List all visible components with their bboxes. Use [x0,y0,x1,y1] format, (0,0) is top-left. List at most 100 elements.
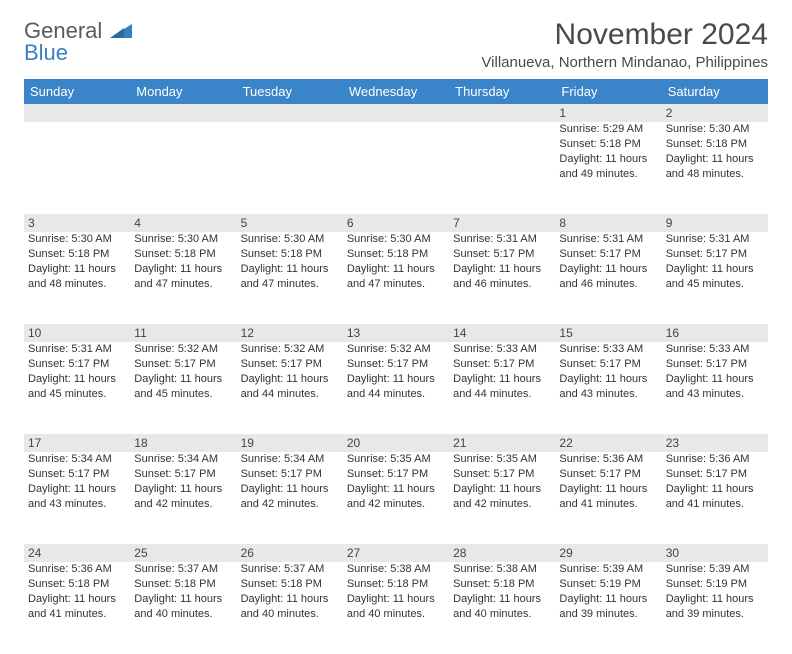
sunrise-line: Sunrise: 5:30 AM [241,232,339,247]
sunset-line: Sunset: 5:17 PM [28,467,126,482]
day-number-empty [24,104,130,122]
dow-thursday: Thursday [449,79,555,104]
sunrise-line: Sunrise: 5:34 AM [28,452,126,467]
sunrise-line: Sunrise: 5:36 AM [666,452,764,467]
day-number: 14 [449,324,555,342]
day-number: 7 [449,214,555,232]
sunset-line: Sunset: 5:17 PM [559,247,657,262]
day-info: Sunrise: 5:34 AMSunset: 5:17 PMDaylight:… [28,452,126,511]
sunrise-line: Sunrise: 5:31 AM [666,232,764,247]
sunrise-line: Sunrise: 5:31 AM [28,342,126,357]
sunrise-line: Sunrise: 5:32 AM [347,342,445,357]
day-cell: Sunrise: 5:32 AMSunset: 5:17 PMDaylight:… [237,342,343,434]
day-cell: Sunrise: 5:34 AMSunset: 5:17 PMDaylight:… [237,452,343,544]
day-number-row: 3456789 [24,214,768,232]
day-number-empty [449,104,555,122]
daylight-line: Daylight: 11 hours and 45 minutes. [134,372,232,402]
day-cell: Sunrise: 5:29 AMSunset: 5:18 PMDaylight:… [555,122,661,214]
day-number-empty [343,104,449,122]
title-block: November 2024 Villanueva, Northern Minda… [481,18,768,71]
day-info: Sunrise: 5:33 AMSunset: 5:17 PMDaylight:… [559,342,657,401]
daylight-line: Daylight: 11 hours and 47 minutes. [347,262,445,292]
day-number: 3 [24,214,130,232]
daylight-line: Daylight: 11 hours and 43 minutes. [559,372,657,402]
day-cell: Sunrise: 5:33 AMSunset: 5:17 PMDaylight:… [449,342,555,434]
day-number-row: 17181920212223 [24,434,768,452]
daylight-line: Daylight: 11 hours and 47 minutes. [241,262,339,292]
sunrise-line: Sunrise: 5:37 AM [134,562,232,577]
day-number: 17 [24,434,130,452]
day-cell: Sunrise: 5:34 AMSunset: 5:17 PMDaylight:… [130,452,236,544]
dow-friday: Friday [555,79,661,104]
location: Villanueva, Northern Mindanao, Philippin… [481,54,768,71]
page-header: General Blue November 2024 Villanueva, N… [24,18,768,71]
sunrise-line: Sunrise: 5:36 AM [28,562,126,577]
day-info: Sunrise: 5:31 AMSunset: 5:17 PMDaylight:… [559,232,657,291]
day-number: 28 [449,544,555,562]
day-info: Sunrise: 5:35 AMSunset: 5:17 PMDaylight:… [347,452,445,511]
sunset-line: Sunset: 5:18 PM [666,137,764,152]
dow-header-row: Sunday Monday Tuesday Wednesday Thursday… [24,79,768,104]
daylight-line: Daylight: 11 hours and 43 minutes. [666,372,764,402]
sunset-line: Sunset: 5:17 PM [347,467,445,482]
day-cell: Sunrise: 5:30 AMSunset: 5:18 PMDaylight:… [237,232,343,324]
sunset-line: Sunset: 5:18 PM [28,247,126,262]
sunrise-line: Sunrise: 5:30 AM [666,122,764,137]
day-number: 24 [24,544,130,562]
sunset-line: Sunset: 5:17 PM [559,357,657,372]
day-cell: Sunrise: 5:32 AMSunset: 5:17 PMDaylight:… [130,342,236,434]
sunset-line: Sunset: 5:18 PM [134,247,232,262]
day-info: Sunrise: 5:31 AMSunset: 5:17 PMDaylight:… [666,232,764,291]
day-info: Sunrise: 5:38 AMSunset: 5:18 PMDaylight:… [347,562,445,621]
sunrise-line: Sunrise: 5:39 AM [559,562,657,577]
calendar-table: Sunday Monday Tuesday Wednesday Thursday… [24,79,768,654]
day-cell: Sunrise: 5:36 AMSunset: 5:18 PMDaylight:… [24,562,130,654]
day-cell: Sunrise: 5:37 AMSunset: 5:18 PMDaylight:… [237,562,343,654]
sunset-line: Sunset: 5:18 PM [241,247,339,262]
sunset-line: Sunset: 5:19 PM [559,577,657,592]
sunset-line: Sunset: 5:18 PM [241,577,339,592]
day-cell: Sunrise: 5:37 AMSunset: 5:18 PMDaylight:… [130,562,236,654]
day-info: Sunrise: 5:33 AMSunset: 5:17 PMDaylight:… [666,342,764,401]
day-cell: Sunrise: 5:39 AMSunset: 5:19 PMDaylight:… [555,562,661,654]
day-info: Sunrise: 5:33 AMSunset: 5:17 PMDaylight:… [453,342,551,401]
day-info: Sunrise: 5:32 AMSunset: 5:17 PMDaylight:… [134,342,232,401]
day-info: Sunrise: 5:30 AMSunset: 5:18 PMDaylight:… [28,232,126,291]
day-cell: Sunrise: 5:31 AMSunset: 5:17 PMDaylight:… [449,232,555,324]
day-number: 12 [237,324,343,342]
sunset-line: Sunset: 5:17 PM [241,467,339,482]
daylight-line: Daylight: 11 hours and 39 minutes. [559,592,657,622]
sunset-line: Sunset: 5:19 PM [666,577,764,592]
day-info: Sunrise: 5:29 AMSunset: 5:18 PMDaylight:… [559,122,657,181]
day-number-empty [237,104,343,122]
day-number: 4 [130,214,236,232]
daylight-line: Daylight: 11 hours and 41 minutes. [559,482,657,512]
day-info: Sunrise: 5:35 AMSunset: 5:17 PMDaylight:… [453,452,551,511]
day-number-row: 24252627282930 [24,544,768,562]
day-info-row: Sunrise: 5:36 AMSunset: 5:18 PMDaylight:… [24,562,768,654]
daylight-line: Daylight: 11 hours and 45 minutes. [28,372,126,402]
day-info: Sunrise: 5:31 AMSunset: 5:17 PMDaylight:… [453,232,551,291]
sunrise-line: Sunrise: 5:31 AM [559,232,657,247]
day-number: 1 [555,104,661,122]
sunrise-line: Sunrise: 5:35 AM [347,452,445,467]
day-info: Sunrise: 5:32 AMSunset: 5:17 PMDaylight:… [347,342,445,401]
day-info: Sunrise: 5:30 AMSunset: 5:18 PMDaylight:… [241,232,339,291]
day-number: 5 [237,214,343,232]
day-cell: Sunrise: 5:33 AMSunset: 5:17 PMDaylight:… [555,342,661,434]
sunset-line: Sunset: 5:18 PM [559,137,657,152]
daylight-line: Daylight: 11 hours and 40 minutes. [241,592,339,622]
sunrise-line: Sunrise: 5:32 AM [134,342,232,357]
day-number: 21 [449,434,555,452]
day-number: 27 [343,544,449,562]
daylight-line: Daylight: 11 hours and 45 minutes. [666,262,764,292]
day-info: Sunrise: 5:37 AMSunset: 5:18 PMDaylight:… [134,562,232,621]
sunset-line: Sunset: 5:18 PM [134,577,232,592]
day-cell: Sunrise: 5:36 AMSunset: 5:17 PMDaylight:… [662,452,768,544]
daylight-line: Daylight: 11 hours and 46 minutes. [559,262,657,292]
day-number: 11 [130,324,236,342]
day-number: 13 [343,324,449,342]
day-number: 10 [24,324,130,342]
day-cell-empty [130,122,236,214]
day-cell: Sunrise: 5:38 AMSunset: 5:18 PMDaylight:… [449,562,555,654]
